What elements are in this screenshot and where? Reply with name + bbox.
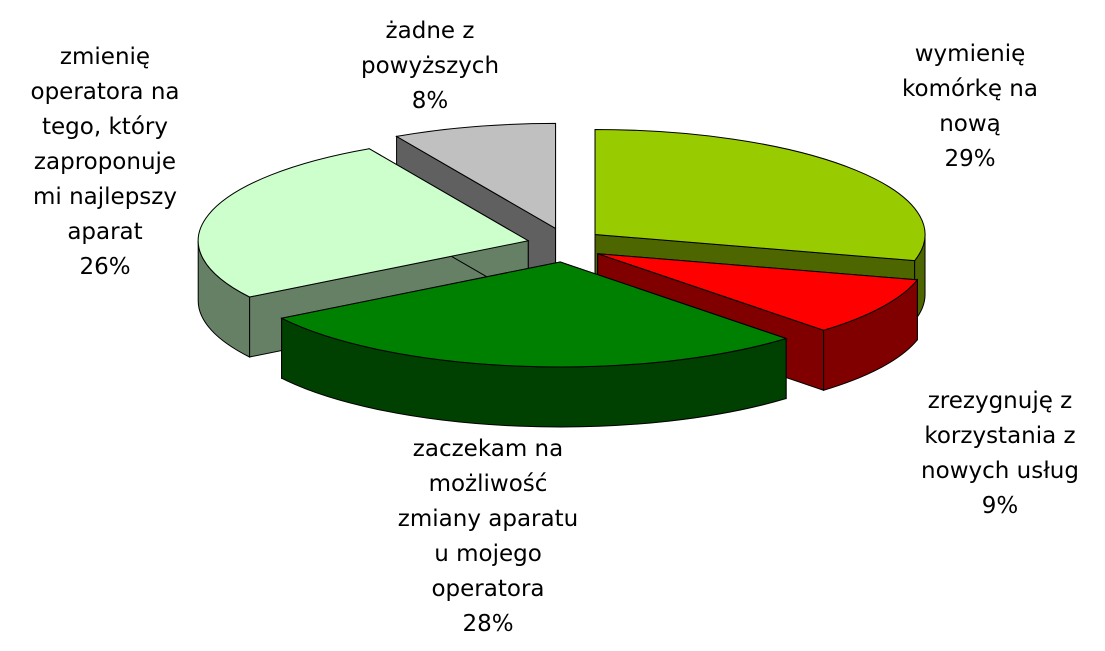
slice-label: zmienię operatora na tego, który zaproponuj… <box>31 44 180 245</box>
label-line: żadne z <box>386 18 475 44</box>
label-line: zmienię <box>60 44 150 70</box>
label-line: powyższych <box>361 53 499 79</box>
slice-top <box>395 122 557 230</box>
slice-top <box>594 129 926 262</box>
label-line: zrezygnuję z <box>928 388 1073 414</box>
slice-label: zrezygnuję z korzystania z nowych usług <box>921 388 1079 484</box>
slice-value-label: 9% <box>982 493 1019 519</box>
label-line: możliwość <box>429 471 548 497</box>
slice-value-label: 26% <box>79 254 130 280</box>
slice <box>280 261 788 428</box>
slice-value-label: 8% <box>412 88 449 114</box>
label-line: zaproponuje <box>34 149 176 175</box>
slice-top <box>597 253 919 331</box>
label-line: operatora <box>431 576 544 602</box>
label-line: zmiany aparatu <box>398 506 578 532</box>
slice-label: wymienię komórkę na nową <box>902 41 1038 137</box>
slice-top <box>197 148 530 298</box>
slice-label: zaczekam na możliwość zmiany aparatu u moje… <box>398 436 578 602</box>
slice-label: żadne z powyższych <box>361 18 499 79</box>
slice-value-label: 29% <box>944 146 995 172</box>
label-line: zaczekam na <box>413 436 563 462</box>
label-line: wymienię <box>915 41 1026 67</box>
label-line: operatora na <box>31 79 180 105</box>
label-line: u mojego <box>434 541 542 567</box>
label-line: tego, który <box>42 114 168 140</box>
label-line: nową <box>939 111 1001 137</box>
slice-top <box>280 261 788 368</box>
label-line: komórkę na <box>902 76 1038 102</box>
label-line: aparat <box>67 219 142 245</box>
label-line: nowych usług <box>921 458 1079 484</box>
slice-value-label: 28% <box>462 611 513 637</box>
label-line: mi najlepszy <box>33 184 177 210</box>
label-line: korzystania z <box>924 423 1075 449</box>
